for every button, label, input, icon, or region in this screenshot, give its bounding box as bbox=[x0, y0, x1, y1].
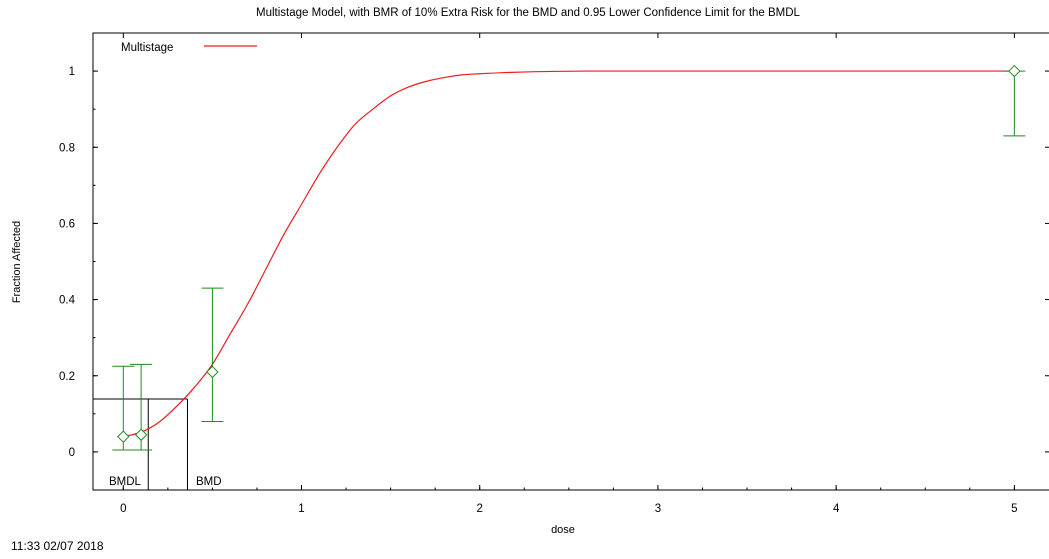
x-tick-label: 0 bbox=[120, 503, 126, 515]
x-tick-label: 4 bbox=[833, 503, 840, 515]
plot-frame bbox=[92, 32, 1049, 491]
y-tick-label: 0.2 bbox=[59, 371, 75, 383]
x-tick-label: 3 bbox=[655, 503, 661, 515]
y-axis-label: Fraction Affected bbox=[11, 221, 23, 303]
y-tick-label: 1 bbox=[69, 66, 75, 78]
bmd-reference-lines bbox=[93, 398, 188, 490]
x-tick-label: 1 bbox=[298, 503, 304, 515]
error-bars bbox=[112, 64, 1026, 451]
y-tick-label: 0.6 bbox=[59, 218, 75, 230]
legend: Multistage bbox=[121, 42, 257, 54]
legend-label-multistage: Multistage bbox=[121, 42, 173, 54]
data-point-marker bbox=[117, 430, 130, 443]
y-axis-ticks: 0 0.2 0.4 0.6 0.8 1 bbox=[59, 66, 1049, 459]
data-point-marker bbox=[206, 365, 219, 379]
data-point-marker bbox=[1008, 64, 1021, 78]
x-tick-label: 2 bbox=[477, 503, 483, 515]
x-axis-ticks: 0 1 2 3 4 5 bbox=[120, 33, 1018, 515]
x-axis-label: dose bbox=[551, 524, 575, 536]
x-tick-label: 5 bbox=[1011, 503, 1017, 515]
bmd-label: BMD bbox=[196, 476, 222, 488]
y-tick-label: 0 bbox=[69, 447, 75, 459]
data-point-marker bbox=[134, 428, 148, 441]
chart-title: Multistage Model, with BMR of 10% Extra … bbox=[256, 7, 801, 19]
timestamp: 11:33 02/07 2018 bbox=[11, 539, 104, 553]
y-tick-label: 0.8 bbox=[59, 142, 75, 154]
bmdl-label: BMDL bbox=[109, 476, 142, 488]
multistage-curve bbox=[123, 70, 1015, 438]
y-tick-label: 0.4 bbox=[59, 295, 76, 307]
